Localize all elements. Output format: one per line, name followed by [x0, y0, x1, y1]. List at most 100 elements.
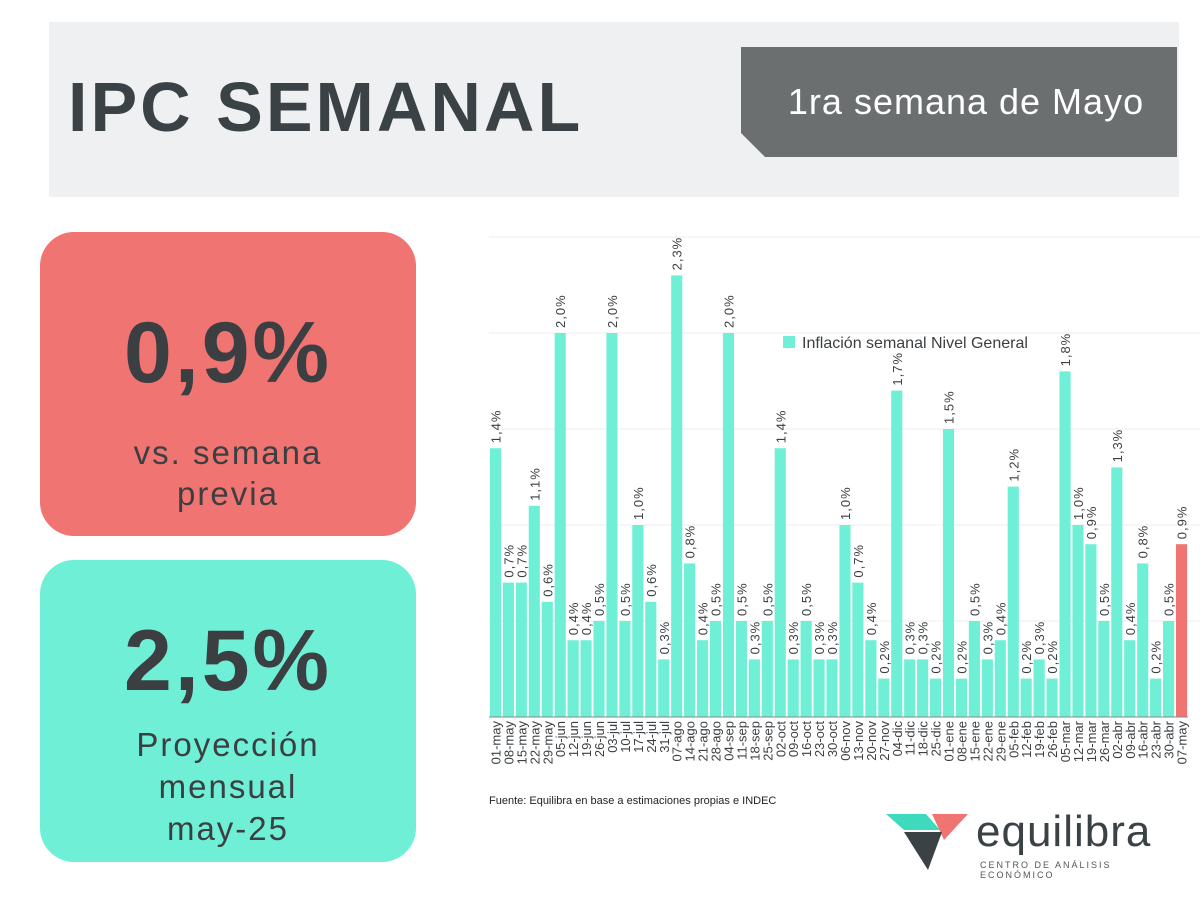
weekly-inflation-caption: vs. semana previa	[40, 432, 416, 515]
source-note: Fuente: Equilibra en base a estimaciones…	[489, 795, 777, 807]
bar-24-jul	[645, 601, 657, 717]
bar-11-sep	[735, 621, 747, 717]
bar-04-sep	[722, 333, 735, 717]
x-tick-label: 22-ene	[980, 721, 995, 761]
bar-value-label: 0,2%	[929, 640, 944, 674]
equilibra-logo-icon	[886, 814, 968, 870]
x-tick-label: 19-jun	[579, 721, 594, 757]
bar-22-may	[528, 505, 540, 717]
x-tick-label: 14-ago	[683, 721, 698, 761]
chart-value-labels: 1,4%0,7%0,7%1,1%0,6%2,0%0,4%0,4%0,5%2,0%…	[488, 237, 1189, 674]
bar-value-label: 0,7%	[514, 544, 529, 578]
x-tick-label: 31-jul	[657, 721, 672, 753]
x-tick-label: 05-jun	[553, 721, 568, 757]
x-tick-label: 30-oct	[825, 721, 840, 758]
bar-value-label: 0,8%	[683, 525, 698, 559]
bar-03-jul	[606, 333, 618, 717]
bar-value-label: 1,5%	[942, 390, 957, 424]
bar-20-nov	[865, 640, 877, 717]
bar-15-may	[515, 582, 527, 717]
x-tick-label: 30-abr	[1162, 720, 1177, 758]
bar-26-mar	[1098, 621, 1110, 717]
bar-05-jun	[554, 333, 566, 717]
bar-value-label: 0,3%	[1032, 621, 1047, 655]
x-tick-label: 27-nov	[877, 721, 892, 761]
legend-swatch	[783, 336, 795, 348]
bar-19-jun	[580, 640, 592, 717]
bar-28-ago	[709, 621, 722, 717]
bar-value-label: 1,0%	[631, 486, 646, 520]
bar-07-may	[1175, 544, 1188, 717]
bar-18-dic	[917, 659, 929, 717]
bar-value-label: 0,5%	[709, 582, 724, 616]
bar-17-jul	[632, 525, 644, 717]
x-tick-label: 07-ago	[670, 721, 685, 761]
bar-value-label: 0,2%	[1045, 640, 1060, 674]
x-tick-label: 24-jul	[644, 721, 659, 753]
bar-12-feb	[1020, 678, 1032, 717]
monthly-projection-value: 2,5%	[123, 613, 333, 709]
x-tick-label: 02-oct	[773, 721, 788, 758]
x-tick-label: 23-abr	[1149, 720, 1164, 758]
bar-value-label: 0,5%	[799, 582, 814, 616]
bar-value-label: 0,3%	[825, 621, 840, 655]
bar-value-label: 0,8%	[1136, 525, 1151, 559]
period-label-box: 1ra semana de Mayo	[741, 47, 1177, 157]
x-tick-label: 10-jul	[618, 721, 633, 753]
x-tick-label: 12-jun	[566, 721, 581, 757]
bar-02-oct	[774, 448, 786, 717]
bar-value-label: 0,2%	[954, 640, 969, 674]
bar-05-feb	[1007, 486, 1019, 717]
monthly-caption-line3: may-25	[166, 809, 290, 847]
legend-label: Inflación semanal Nivel General	[802, 335, 1028, 352]
chart-bars	[489, 275, 1188, 717]
bar-value-label: 0,9%	[1084, 506, 1099, 540]
x-tick-label: 12-mar	[1071, 720, 1086, 762]
bar-14-ago	[684, 563, 696, 717]
bar-value-label: 0,6%	[644, 563, 659, 597]
bar-value-label: 0,3%	[903, 621, 918, 655]
x-tick-label: 09-oct	[786, 721, 801, 758]
bar-value-label: 0,2%	[1149, 640, 1164, 674]
x-tick-label: 22-may	[527, 721, 542, 765]
x-tick-label: 08-may	[501, 721, 516, 765]
bar-26-jun	[593, 621, 605, 717]
x-tick-label: 02-abr	[1110, 720, 1125, 758]
bar-08-may	[502, 582, 514, 717]
bar-01-ene	[942, 429, 955, 717]
x-tick-label: 26-feb	[1045, 721, 1060, 758]
x-tick-label: 05-mar	[1058, 720, 1073, 762]
x-tick-label: 28-ago	[709, 721, 724, 761]
x-tick-label: 01-may	[488, 721, 503, 765]
x-tick-label: 16-oct	[799, 721, 814, 758]
bar-12-mar	[1072, 525, 1084, 717]
bar-value-label: 2,0%	[605, 294, 620, 328]
bar-19-feb	[1033, 659, 1045, 717]
bar-30-oct	[826, 659, 838, 717]
bar-value-label: 0,5%	[734, 582, 749, 616]
bar-value-label: 0,5%	[592, 582, 607, 616]
x-tick-label: 01-ene	[942, 721, 957, 761]
x-tick-label: 09-abr	[1123, 720, 1138, 758]
bar-value-label: 0,3%	[916, 621, 931, 655]
x-tick-label: 04-sep	[721, 721, 736, 761]
bar-value-label: 0,7%	[851, 544, 866, 578]
bar-25-sep	[761, 621, 773, 717]
bar-25-dic	[930, 678, 942, 717]
x-tick-label: 13-nov	[851, 721, 866, 761]
bar-01-may	[489, 448, 502, 717]
bar-12-jun	[567, 640, 579, 717]
period-label: 1ra semana de Mayo	[787, 81, 1145, 122]
bar-11-dic	[904, 659, 916, 717]
bar-value-label: 1,1%	[527, 467, 542, 501]
x-tick-label: 06-nov	[838, 721, 853, 761]
bar-value-label: 1,4%	[773, 410, 788, 444]
x-tick-label: 29-may	[540, 721, 555, 765]
equilibra-logo: equilibra CENTRO DE ANÁLISIS ECONÓMICO	[886, 806, 1176, 880]
bar-value-label: 0,2%	[877, 640, 892, 674]
bar-13-nov	[852, 582, 864, 717]
bar-value-label: 1,0%	[1071, 486, 1086, 520]
x-tick-label: 18-sep	[747, 721, 762, 761]
bar-value-label: 0,5%	[618, 582, 633, 616]
bar-value-label: 0,5%	[967, 582, 982, 616]
